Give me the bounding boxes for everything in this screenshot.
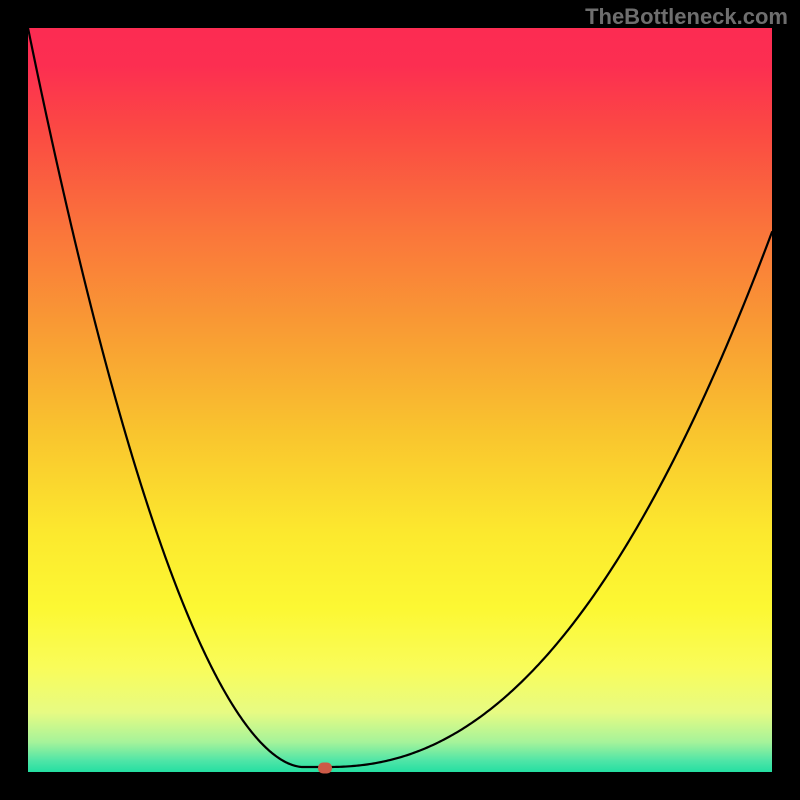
chart-plot-area — [28, 28, 772, 772]
bottleneck-chart — [0, 0, 800, 800]
watermark-text: TheBottleneck.com — [585, 4, 788, 30]
chart-svg — [0, 0, 800, 800]
optimum-marker — [318, 763, 332, 774]
